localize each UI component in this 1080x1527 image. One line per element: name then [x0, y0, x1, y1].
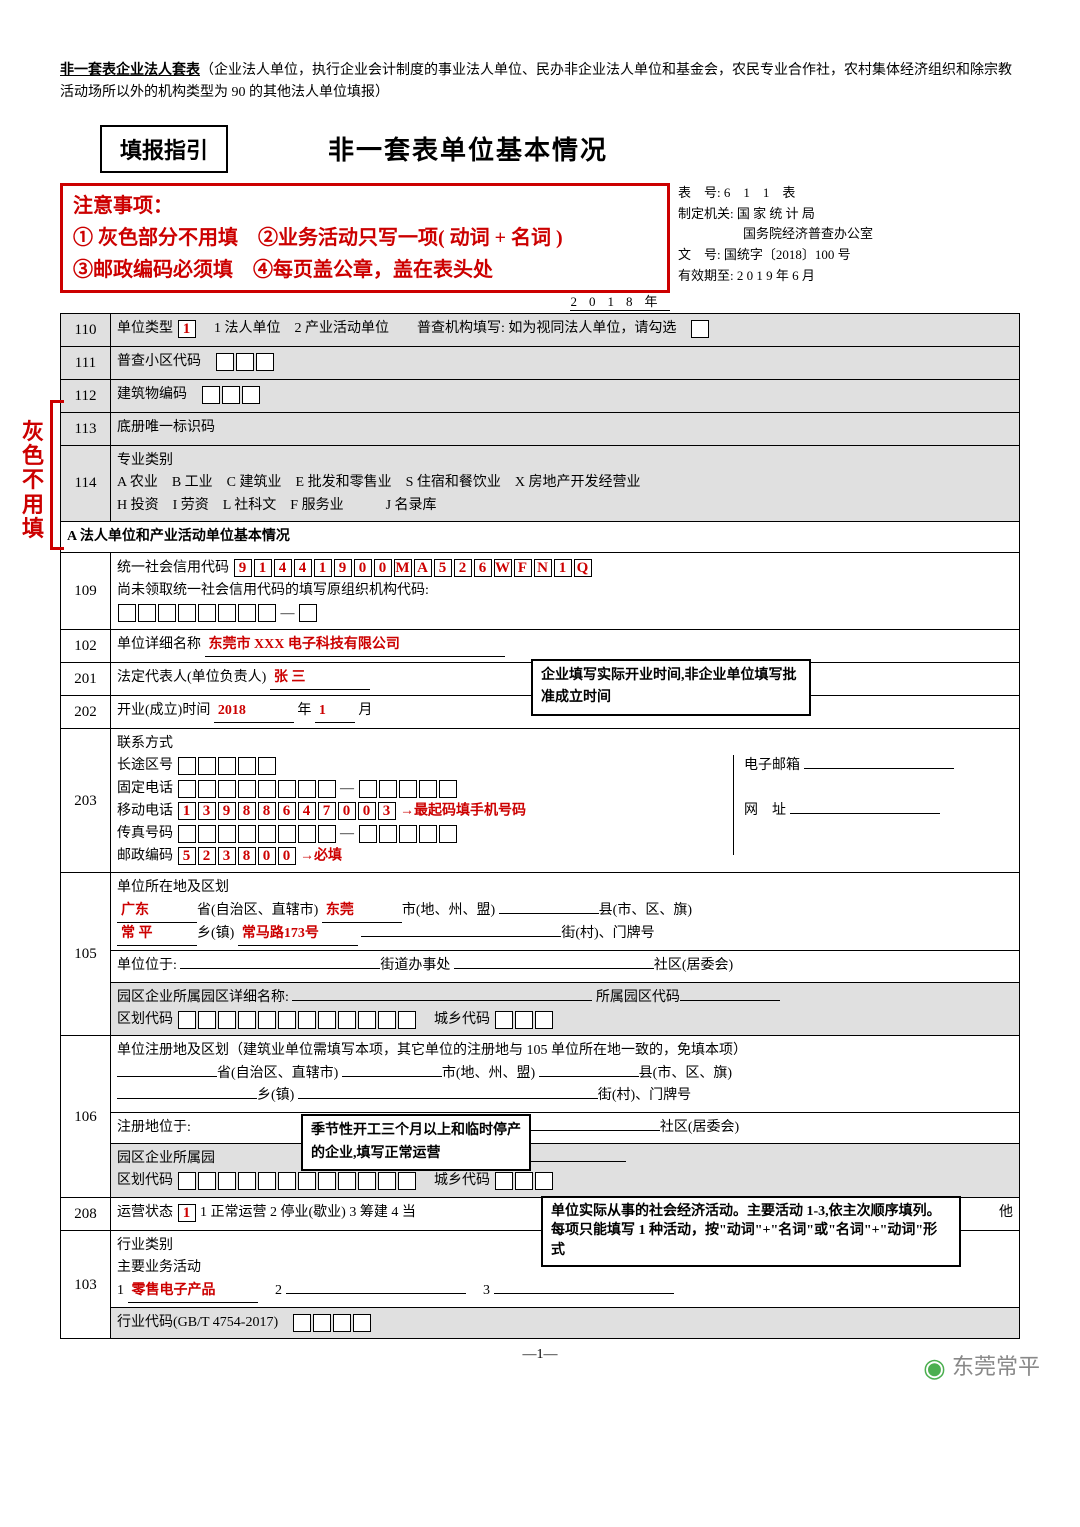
row-106-num: 106: [61, 1036, 111, 1197]
activity-1[interactable]: 零售电子产品: [128, 1280, 258, 1303]
row-112-num: 112: [61, 379, 111, 412]
row-201: 法定代表人(单位负责人) 张 三 企业填写实际开业时间,非企业单位填写批准成立时…: [111, 662, 1020, 695]
page-number: —1—: [60, 1347, 1020, 1363]
credit-code-boxes[interactable]: 91441900MA526WFN1Q: [233, 557, 593, 579]
row-112: 建筑物编码: [111, 379, 1020, 412]
callout-seasonal: 季节性开工三个月以上和临时停产的企业,填写正常运营: [301, 1114, 531, 1171]
row-113: 底册唯一标识码: [111, 412, 1020, 445]
row-110-num: 110: [61, 313, 111, 346]
side-label: 灰色不用填: [22, 420, 46, 541]
row-203: 联系方式 电子邮箱 网 址 长途区号 固定电话 — 移动电话 139886470…: [111, 728, 1020, 872]
notice-box: 注意事项： ① 灰色部分不用填 ②业务活动只写一项( 动词 + 名词 ) ③邮政…: [60, 183, 670, 293]
row-109: 统一社会信用代码 91441900MA526WFN1Q 尚未领取统一社会信用代码…: [111, 553, 1020, 630]
row-208-num: 208: [61, 1197, 111, 1230]
wechat-icon: ◉: [923, 1352, 946, 1382]
row-105-num: 105: [61, 873, 111, 1036]
section-a: A 法人单位和产业活动单位基本情况: [61, 521, 1020, 552]
callout-activity: 单位实际从事的社会经济活动。主要活动 1-3,依主次顺序填列。每项只能填写 1 …: [541, 1196, 961, 1267]
row-201-num: 201: [61, 662, 111, 695]
row-111-num: 111: [61, 346, 111, 379]
row-109-num: 109: [61, 553, 111, 630]
row-110: 单位类型 1 1 法人单位 2 产业活动单位 普查机构填写: 如为视同法人单位，…: [111, 313, 1020, 346]
row-203-num: 203: [61, 728, 111, 872]
meta-box: 表 号: 6 1 1 表 制定机关: 国 家 统 计 局 国务院经济普查办公室 …: [670, 183, 1020, 287]
main-title: 非一套表单位基本情况: [328, 130, 608, 167]
company-name[interactable]: 东莞市 XXX 电子科技有限公司: [205, 634, 505, 657]
row-106: 单位注册地及区划（建筑业单位需填写本项，其它单位的注册地与 105 单位所在地一…: [111, 1036, 1020, 1197]
guide-box: 填报指引: [100, 125, 228, 173]
callout-open-time: 企业填写实际开业时间,非企业单位填写批准成立时间: [531, 659, 811, 716]
row-103-num: 103: [61, 1230, 111, 1339]
row-114: 专业类别 A 农业 B 工业 C 建筑业 E 批发和零售业 S 住宿和餐饮业 X…: [111, 445, 1020, 521]
open-month[interactable]: 1: [315, 700, 355, 723]
row-102: 单位详细名称 东莞市 XXX 电子科技有限公司: [111, 629, 1020, 662]
row-102-num: 102: [61, 629, 111, 662]
side-bracket: [50, 400, 64, 550]
row-113-num: 113: [61, 412, 111, 445]
row-202-num: 202: [61, 695, 111, 728]
postcode-boxes[interactable]: 523800: [177, 845, 297, 867]
row-114-num: 114: [61, 445, 111, 521]
row-111: 普查小区代码: [111, 346, 1020, 379]
legal-rep[interactable]: 张 三: [270, 667, 370, 690]
mobile-boxes[interactable]: 13988647003: [177, 800, 397, 822]
header-note: 非一套表企业法人套表（企业法人单位，执行企业会计制度的事业法人单位、民办非企业法…: [60, 60, 1020, 105]
year-underline: 2018年: [570, 291, 670, 311]
row-208: 运营状态 1 1 正常运营 2 停业(歇业) 3 筹建 4 当 他 单位实际从事…: [111, 1197, 1020, 1230]
open-year[interactable]: 2018: [214, 700, 294, 723]
form-table: 110 单位类型 1 1 法人单位 2 产业活动单位 普查机构填写: 如为视同法…: [60, 313, 1020, 1340]
row-105: 单位所在地及区划 广东省(自治区、直辖市) 东莞市(地、州、盟) 县(市、区、旗…: [111, 873, 1020, 1036]
watermark: ◉ 东莞常平: [923, 1349, 1040, 1384]
